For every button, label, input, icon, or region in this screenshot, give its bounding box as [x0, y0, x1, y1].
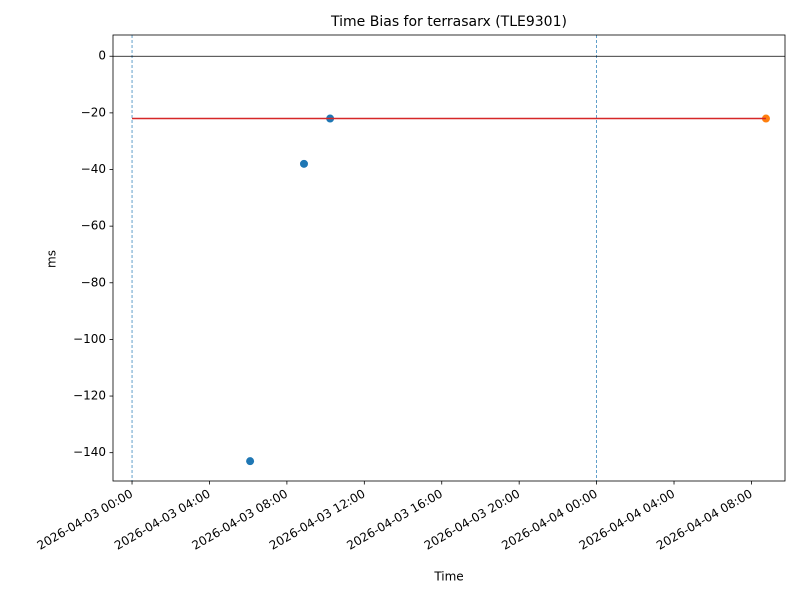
y-tick-label: −40: [81, 162, 106, 176]
y-tick-label: −120: [73, 389, 106, 403]
plot-frame: [112, 34, 786, 482]
scatter-point: [299, 159, 308, 168]
y-axis-label: ms: [45, 250, 59, 268]
x-axis-label: Time: [433, 570, 463, 584]
y-tick-label: −100: [73, 332, 106, 346]
chart-title: Time Bias for terrasarx (TLE9301): [330, 14, 567, 30]
y-tick-label: −60: [81, 219, 106, 233]
y-tick-label: −140: [73, 445, 106, 459]
y-tick-label: 0: [98, 49, 106, 63]
y-tick-label: −20: [81, 105, 106, 119]
scatter-point: [246, 457, 255, 466]
y-tick-label: −80: [81, 275, 106, 289]
